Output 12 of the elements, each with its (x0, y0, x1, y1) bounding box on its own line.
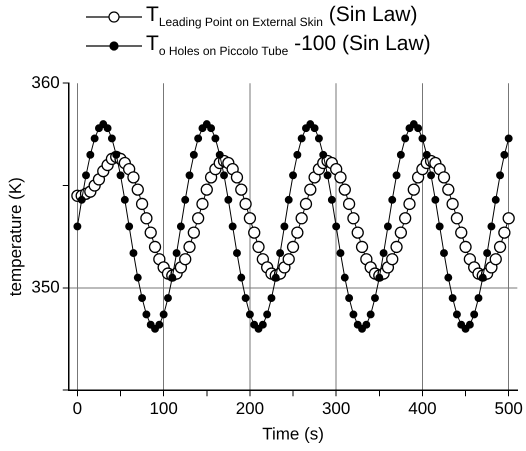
y-tick-label: 360 (31, 72, 60, 92)
x-tick-label: 200 (236, 399, 264, 418)
x-tick-label: 500 (494, 399, 523, 418)
y-tick-label: 350 (31, 278, 60, 297)
legend-label: T$_{o Holes on Piccolo Tube}$ -100 (Sin Law) (146, 32, 431, 59)
x-tick-label: 400 (408, 399, 437, 418)
legend-label: T$_{Leading Point on External Skin}$ (Sin Law) (146, 3, 418, 30)
x-tick-label: 0 (72, 399, 82, 418)
x-tick-label: 100 (149, 399, 178, 418)
y-axis-title: temperature (K) (6, 177, 25, 296)
x-axis-title: Time (s) (262, 424, 324, 444)
x-tick-label: 300 (322, 399, 350, 418)
